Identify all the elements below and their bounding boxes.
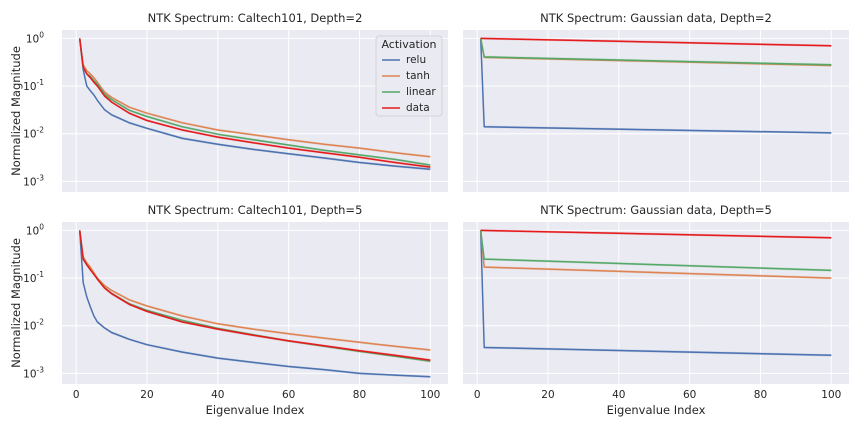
series-band-linear bbox=[480, 229, 832, 272]
series-line-linear bbox=[78, 38, 431, 166]
x-tick-label: 60 bbox=[683, 389, 696, 401]
subplot-4: NTK Spectrum: Gaussian data, Depth=5 0 20 4… bbox=[463, 203, 849, 417]
x-tick-label: 100 bbox=[821, 389, 841, 401]
x-tick-label: 40 bbox=[211, 389, 224, 401]
series-line-linear bbox=[479, 38, 832, 66]
x-tick-label: 60 bbox=[282, 389, 295, 401]
x-tick-label: 80 bbox=[353, 389, 366, 401]
y-tick-label: 100 bbox=[26, 30, 44, 45]
x-tick-label: 80 bbox=[754, 389, 767, 401]
subplot-1: NTK Spectrum: Caltech101, Depth=2 100 10-1… bbox=[9, 11, 448, 192]
x-axis-label: Eigenvalue Index bbox=[607, 403, 706, 417]
y-tick-label: 100 bbox=[26, 222, 44, 237]
x-axis-label: Eigenvalue Index bbox=[206, 403, 305, 417]
legend-label-relu: relu bbox=[406, 54, 426, 66]
subplot-title: NTK Spectrum: Gaussian data, Depth=2 bbox=[540, 11, 772, 25]
legend: Activation relu tanh linear data bbox=[375, 35, 443, 117]
series-line-data bbox=[480, 229, 832, 239]
y-tick-label: 10-1 bbox=[23, 78, 44, 93]
y-tick-label: 10-3 bbox=[23, 365, 44, 380]
y-axis-label: Normalized Magnitude bbox=[9, 238, 23, 368]
subplot-title: NTK Spectrum: Caltech101, Depth=2 bbox=[148, 11, 363, 25]
series-line-data bbox=[78, 38, 431, 168]
x-tick-label: 100 bbox=[420, 389, 440, 401]
x-tick-label: 0 bbox=[474, 389, 481, 401]
y-tick-label: 10-3 bbox=[23, 173, 44, 188]
series-line-relu bbox=[78, 38, 431, 171]
legend-label-tanh: tanh bbox=[406, 70, 430, 82]
x-tick-label: 20 bbox=[140, 389, 153, 401]
series-line-data bbox=[480, 37, 832, 47]
subplot-2: NTK Spectrum: Gaussian data, Depth=2 bbox=[463, 11, 849, 192]
legend-title: Activation bbox=[381, 38, 436, 51]
plot-area bbox=[463, 30, 849, 192]
plot-area bbox=[62, 222, 448, 384]
x-tick-label: 40 bbox=[612, 389, 625, 401]
legend-label-linear: linear bbox=[406, 86, 436, 98]
series-band-data bbox=[79, 37, 431, 169]
series-line-tanh bbox=[78, 230, 431, 351]
subplot-3: NTK Spectrum: Caltech101, Depth=5 100 10-1… bbox=[9, 203, 448, 417]
series-line-tanh bbox=[78, 38, 431, 158]
series-line-relu bbox=[78, 230, 431, 378]
series-line-relu bbox=[479, 230, 832, 357]
y-tick-label: 10-2 bbox=[23, 126, 44, 141]
x-tick-label: 0 bbox=[73, 389, 80, 401]
series-line-relu bbox=[479, 38, 832, 134]
legend-box bbox=[375, 35, 443, 117]
subplot-title: NTK Spectrum: Caltech101, Depth=5 bbox=[148, 203, 363, 217]
series-line-data bbox=[78, 230, 431, 361]
series-line-linear bbox=[479, 230, 832, 272]
legend-label-data: data bbox=[406, 102, 430, 114]
plot-area bbox=[463, 222, 849, 384]
y-axis-label: Normalized Magnitude bbox=[9, 46, 23, 176]
subplot-title: NTK Spectrum: Gaussian data, Depth=5 bbox=[540, 203, 772, 217]
y-tick-label: 10-2 bbox=[23, 318, 44, 333]
x-tick-label: 20 bbox=[541, 389, 554, 401]
y-tick-label: 10-1 bbox=[23, 270, 44, 285]
